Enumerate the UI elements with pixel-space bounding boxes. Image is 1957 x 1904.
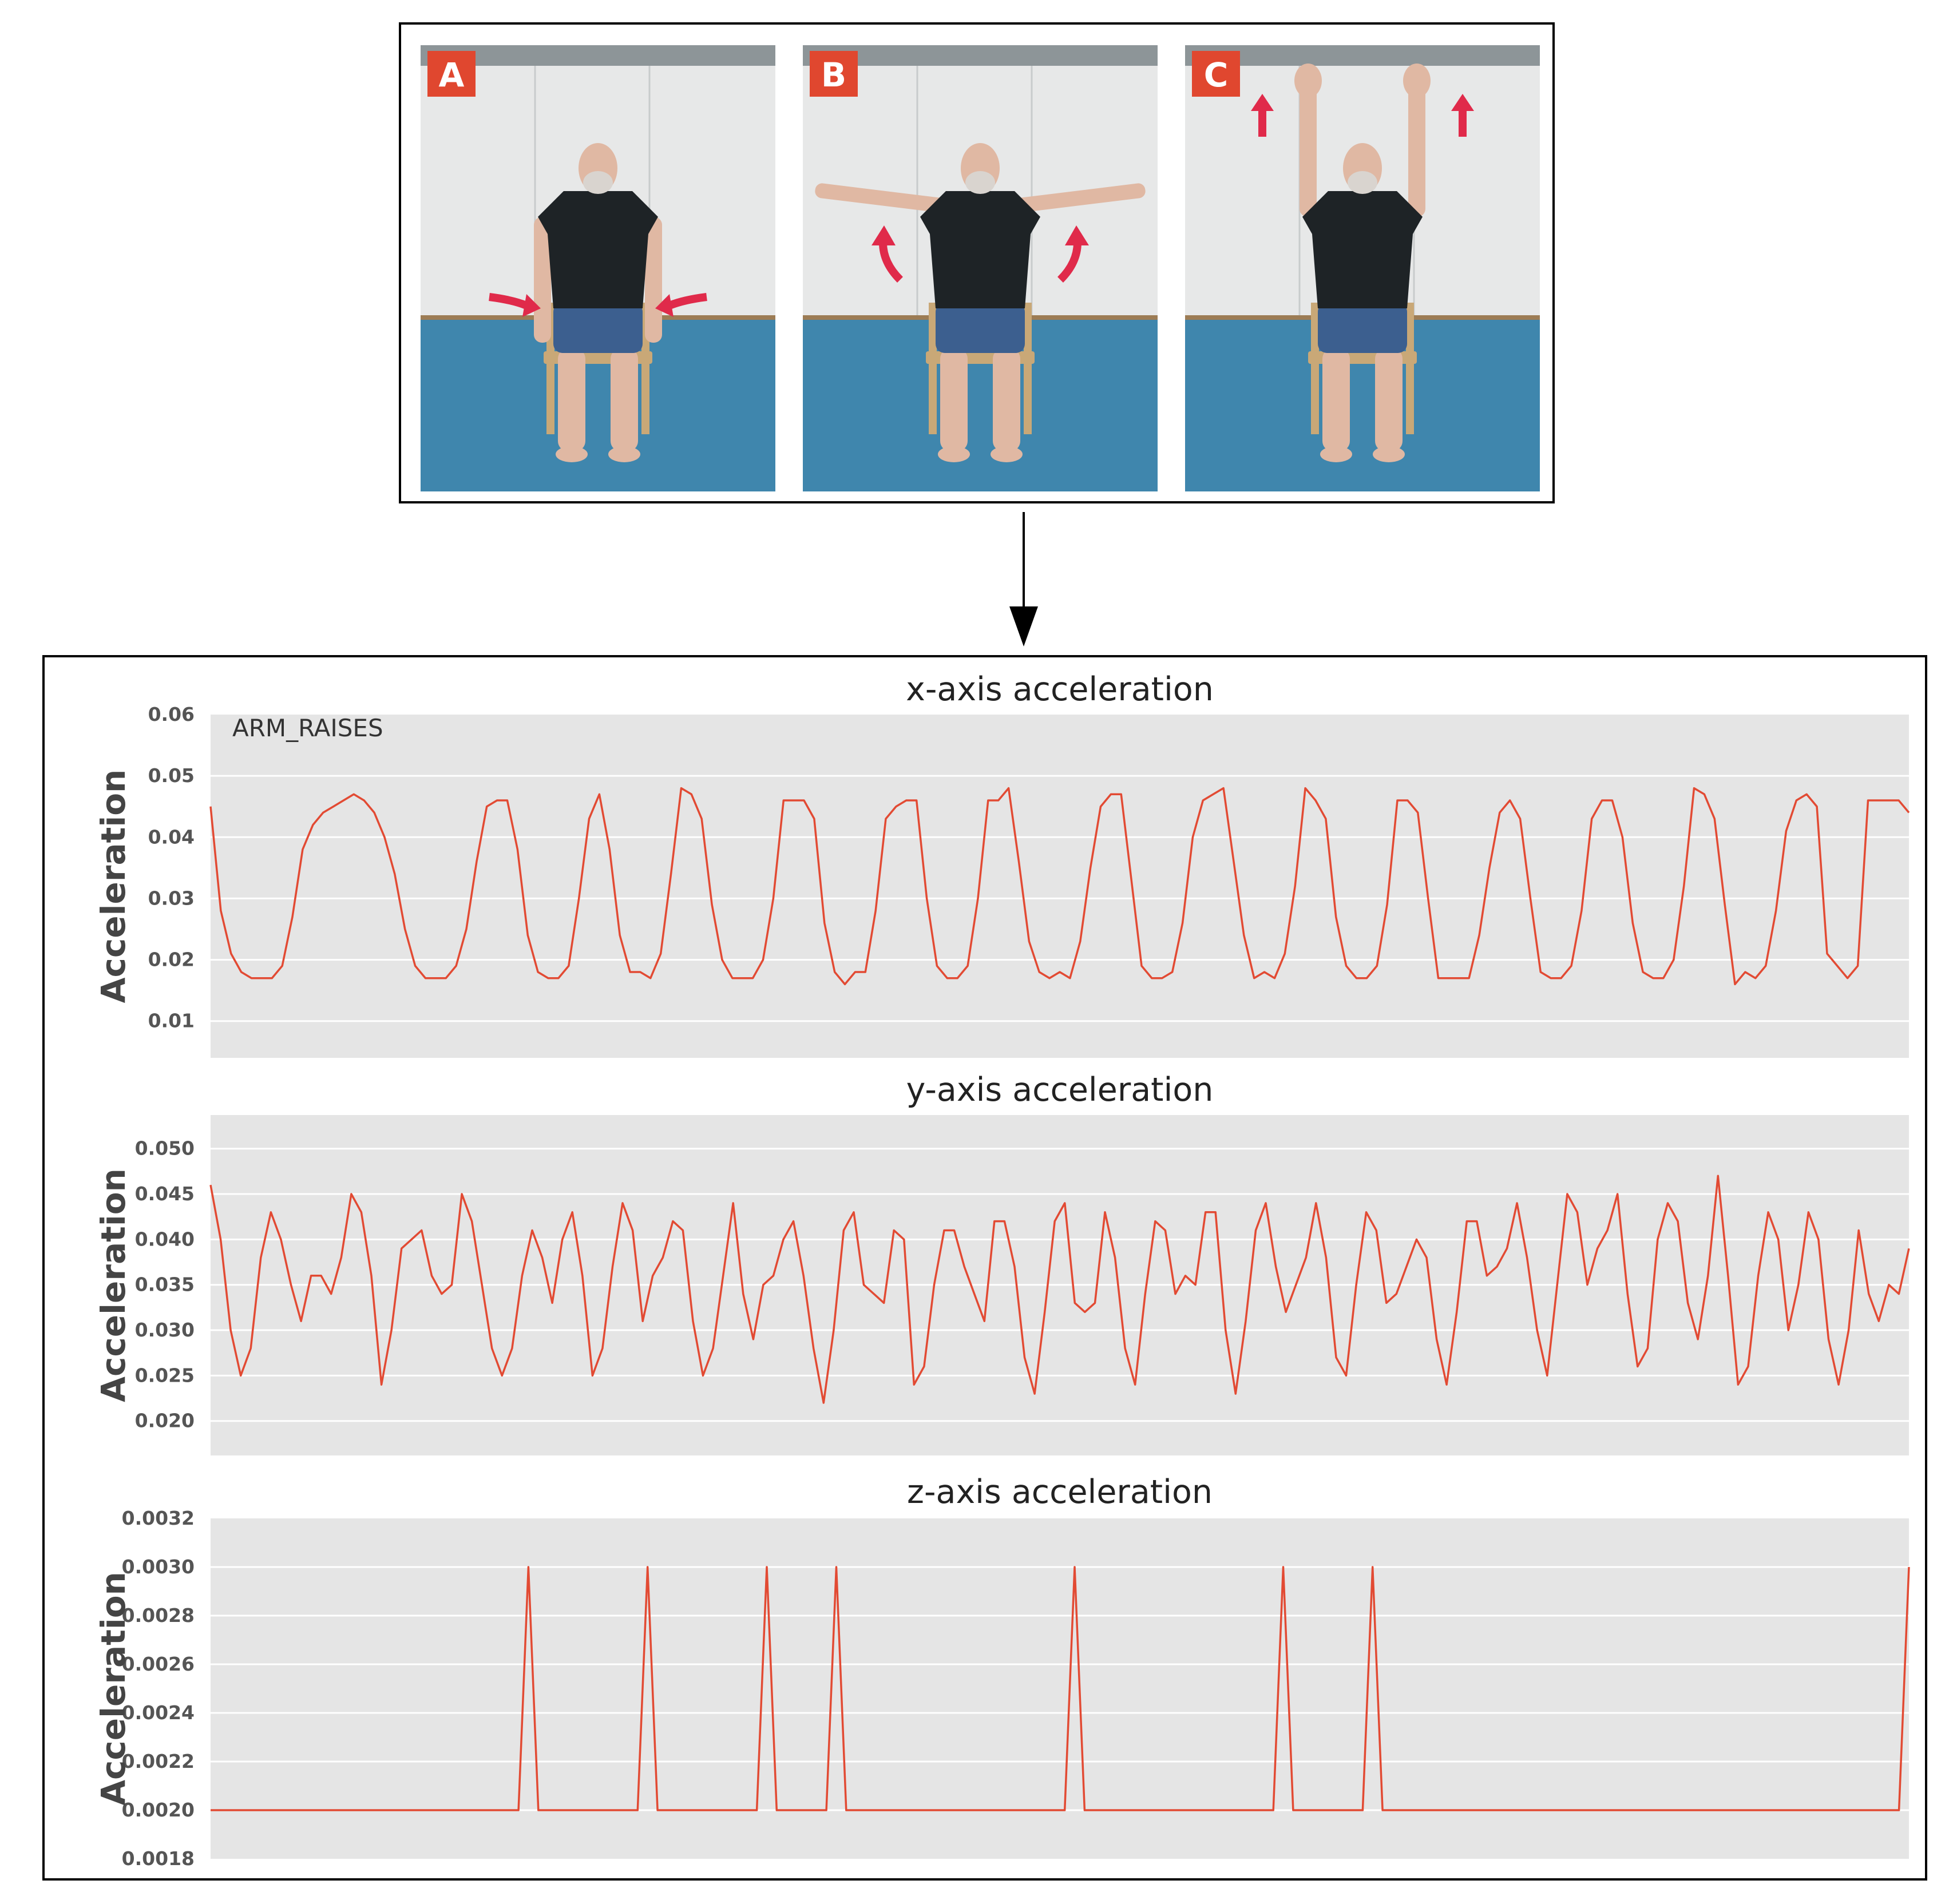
- exercise-photos: A B C: [421, 45, 1540, 491]
- person-foot: [608, 446, 640, 462]
- y-tick-label: 0.045: [135, 1183, 195, 1205]
- chart-title: z-axis acceleration: [907, 1473, 1213, 1511]
- person-shirt: [538, 191, 658, 308]
- person-shorts: [553, 303, 643, 353]
- photo-panel-c: C: [1185, 45, 1540, 491]
- y-tick-label: 0.0018: [122, 1847, 195, 1870]
- motion-arrowhead: [1251, 94, 1274, 111]
- photo-ceiling: [421, 45, 775, 66]
- connector-arrowhead: [1009, 606, 1038, 646]
- person-beard: [1348, 171, 1377, 194]
- motion-arrowhead: [871, 225, 896, 245]
- person-arm: [534, 217, 551, 343]
- chart-panel-y: 0.020 0.025 0.030 0.035 0.040 0.045 0.050 y-axi…: [94, 1071, 1910, 1455]
- person-leg: [558, 348, 585, 451]
- series-annotation: ARM_RAISES: [232, 714, 383, 742]
- plot-background: [211, 1518, 1909, 1859]
- motion-arrowhead: [1065, 225, 1089, 245]
- motion-arrowhead: [1451, 94, 1474, 111]
- person-leg: [611, 348, 638, 451]
- person-foot: [1320, 446, 1352, 462]
- person-arm: [1014, 183, 1146, 213]
- panel-label: B: [821, 55, 846, 94]
- person-arm: [645, 217, 662, 343]
- person-shirt: [1302, 191, 1423, 308]
- series-line: [211, 1566, 1910, 1811]
- y-axis-label: Acceleration: [94, 1168, 133, 1402]
- motion-arrow: [489, 293, 528, 310]
- chart-title: x-axis acceleration: [906, 671, 1214, 708]
- y-tick-label: 0.0024: [122, 1701, 195, 1724]
- exercise-photo-strip: A B C: [399, 22, 1555, 503]
- person-leg: [1375, 348, 1403, 451]
- y-tick-label: 0.0020: [122, 1799, 195, 1821]
- chart-panel-x: 0.01 0.02 0.03 0.04 0.05 0.06 x-axis accelerat…: [94, 671, 1910, 1058]
- person-arm: [1300, 85, 1317, 217]
- person-foot: [938, 446, 970, 462]
- y-tick-label: 0.06: [148, 703, 195, 725]
- motion-arrow: [1057, 242, 1082, 283]
- y-tick-label: 0.05: [148, 764, 195, 787]
- y-axis-label: Acceleration: [94, 769, 133, 1003]
- person-foot: [1373, 446, 1405, 462]
- y-tick-label: 0.0022: [122, 1750, 195, 1772]
- flow-connector: [1009, 512, 1038, 646]
- person-foot: [991, 446, 1023, 462]
- y-tick-label: 0.050: [135, 1137, 195, 1160]
- person-shirt: [920, 191, 1040, 308]
- chair-leg: [1406, 303, 1414, 434]
- motion-arrow: [1459, 108, 1467, 137]
- photo-ceiling: [803, 45, 1158, 66]
- series-line: [209, 1175, 1910, 1404]
- motion-arrow: [879, 242, 904, 283]
- motion-arrow: [1258, 108, 1266, 137]
- series-line: [209, 787, 1910, 986]
- y-tick-label: 0.0028: [122, 1604, 195, 1627]
- panel-label: C: [1204, 55, 1229, 94]
- y-tick-label: 0.0030: [122, 1556, 195, 1578]
- person-shorts: [936, 303, 1025, 353]
- chart-title: y-axis acceleration: [906, 1071, 1214, 1109]
- y-tick-label: 0.02: [148, 949, 195, 971]
- acceleration-charts-svg: 0.01 0.02 0.03 0.04 0.05 0.06 x-axis accelerat…: [94, 671, 1910, 1870]
- chair-leg: [1024, 303, 1032, 434]
- person-beard: [583, 171, 613, 194]
- chair-leg: [1311, 303, 1319, 434]
- photo-panel-a: A: [421, 45, 775, 491]
- y-tick-label: 0.0026: [122, 1653, 195, 1675]
- person-beard: [965, 171, 995, 194]
- person-leg: [1322, 348, 1350, 451]
- plot-background: [211, 715, 1909, 1058]
- y-tick-label: 0.030: [135, 1319, 195, 1341]
- person-hand: [1403, 64, 1431, 98]
- y-tick-label: 0.020: [135, 1410, 195, 1432]
- motion-arrowhead: [655, 294, 674, 317]
- photo-panel-b: B: [803, 45, 1158, 491]
- acceleration-charts: 0.01 0.02 0.03 0.04 0.05 0.06 x-axis accelerat…: [42, 655, 1927, 1881]
- y-tick-label: 0.03: [148, 887, 195, 909]
- person-foot: [556, 446, 588, 462]
- y-tick-label: 0.04: [148, 826, 195, 848]
- person-hand: [1294, 64, 1322, 98]
- y-axis-label: Acceleration: [94, 1572, 133, 1806]
- chart-panel-z: 0.0018 0.0020 0.0022 0.0024 0.0026 0.0028 0.00…: [94, 1473, 1910, 1870]
- chair-leg: [929, 303, 937, 434]
- y-tick-label: 0.01: [148, 1010, 195, 1032]
- panel-badge: [810, 51, 858, 97]
- person-arm: [815, 183, 946, 213]
- motion-arrow: [668, 293, 707, 310]
- panel-label: A: [439, 55, 465, 94]
- motion-arrowhead: [522, 294, 541, 317]
- y-tick-label: 0.040: [135, 1228, 195, 1250]
- person-leg: [940, 348, 968, 451]
- person-leg: [993, 348, 1020, 451]
- y-tick-label: 0.0032: [122, 1507, 195, 1529]
- person-shorts: [1318, 303, 1407, 353]
- person-arm: [1408, 85, 1425, 217]
- y-tick-label: 0.025: [135, 1364, 195, 1386]
- panel-badge: [1192, 51, 1240, 97]
- panel-badge: [427, 51, 476, 97]
- photo-ceiling: [1185, 45, 1540, 66]
- y-tick-label: 0.035: [135, 1274, 195, 1296]
